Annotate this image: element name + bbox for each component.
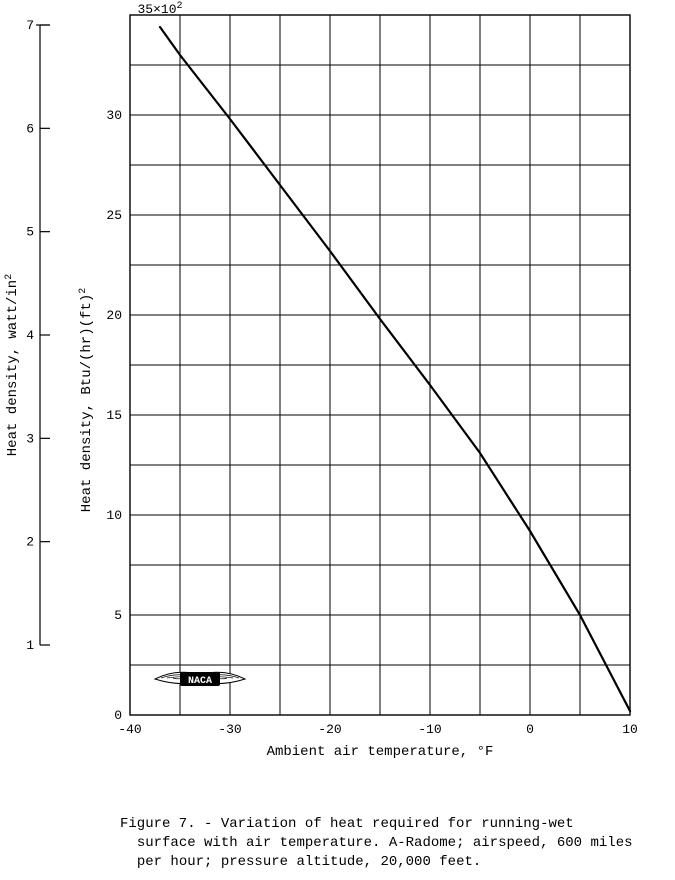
x-tick-label: -20 [318,722,341,737]
caption-line-1: Figure 7. - Variation of heat required f… [120,816,574,832]
secondary-tick-label: 5 [26,225,34,240]
y-tick-label: 0 [114,708,122,723]
x-tick-label: 0 [526,722,534,737]
secondary-tick-label: 1 [26,638,34,653]
naca-badge: NACA [155,672,245,687]
y-tick-label: 15 [106,408,122,423]
secondary-tick-label: 4 [26,328,34,343]
secondary-tick-label: 2 [26,535,34,550]
y-tick-label: 30 [106,108,122,123]
secondary-axis-label: Heat density, watt/in2 [4,274,22,456]
y-tick-label: 35×102 [137,1,182,18]
y-tick-label: 20 [106,308,122,323]
x-tick-label: -30 [218,722,241,737]
y-tick-label: 25 [106,208,122,223]
x-tick-label: -40 [118,722,141,737]
y-tick-label: 10 [106,508,122,523]
caption-line-2: surface with air temperature. A-Radome; … [137,835,633,851]
chart-svg: -40-30-20-10010Ambient air temperature, … [0,0,675,810]
y-axis-label: Heat density, Btu/(hr)(ft)2 [78,288,96,512]
y-tick-label: 5 [114,608,122,623]
x-tick-label: 10 [622,722,638,737]
figure-caption: Figure 7. - Variation of heat required f… [120,815,650,872]
secondary-tick-label: 7 [26,18,34,33]
x-tick-label: -10 [418,722,441,737]
secondary-tick-label: 3 [26,431,34,446]
secondary-tick-label: 6 [26,121,34,136]
x-axis-label: Ambient air temperature, °F [267,744,494,760]
caption-line-3: per hour; pressure altitude, 20,000 feet… [137,854,481,870]
svg-text:NACA: NACA [188,676,212,687]
